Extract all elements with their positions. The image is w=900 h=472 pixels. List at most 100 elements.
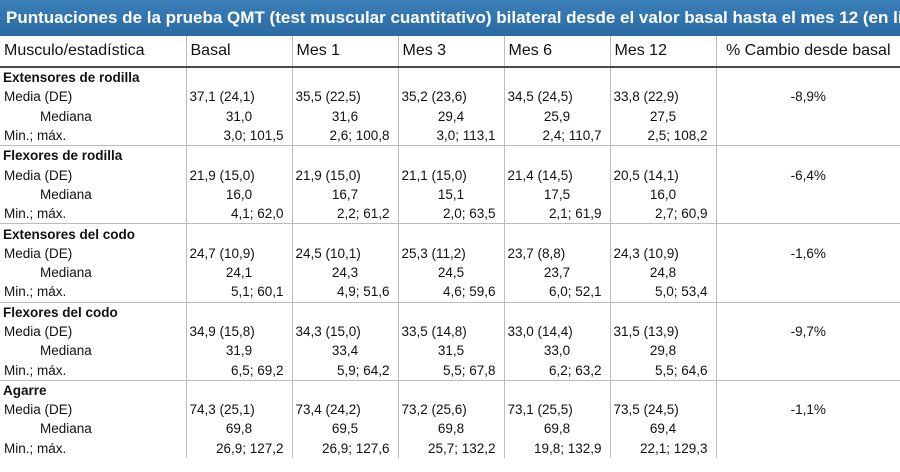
value-cell-basal: 31,0 [185,106,292,126]
percent-change-cell: -8,9% [715,87,900,107]
value-cell-month-1: 35,5 (22,5) [291,87,398,107]
min-max-row: Min.; máx. 4,1; 62,0 2,2; 61,2 2,0; 63,5 2,1… [0,204,900,224]
value-cell-month-1: 4,9; 51,6 [291,282,398,303]
empty-cell [503,223,610,244]
empty-cell [185,223,292,244]
value-cell-month-1: 2,6; 100,8 [291,125,398,146]
min-max-row: Min.; máx. 26,9; 127,2 26,9; 127,6 25,7; 13… [0,438,900,458]
value-cell-month-1: 34,3 (15,0) [291,321,398,342]
value-cell-month-3: 25,3 (11,2) [397,243,504,263]
group-name: Flexores del codo [0,301,186,322]
empty-cell [715,223,900,244]
value-cell-month-12: 20,5 (14,1) [609,165,716,185]
empty-cell [609,301,716,322]
value-cell-basal: 16,0 [185,184,292,205]
row-label: Mediana [40,343,92,359]
percent-change-cell: -1,1% [715,400,900,420]
empty-cell [609,223,716,244]
row-label: Media (DE) [4,89,73,105]
value-cell-month-3: 3,0; 113,1 [397,125,504,146]
value-cell-month-12: 73,5 (24,5) [609,400,716,420]
percent-change-cell [715,125,900,146]
group-header-row: Flexores del codo [0,301,900,322]
column-header-month-1: Mes 1 [291,36,398,68]
empty-cell [715,379,900,401]
value-cell-month-6: 69,8 [503,419,610,439]
group-name: Extensores de rodilla [0,66,186,88]
mean-sd-row: Media (DE) 34,9 (15,8) 34,3 (15,0) 33,5 (14… [0,321,900,342]
value-cell-month-6: 6,0; 52,1 [503,282,610,303]
percent-change-cell: -9,7% [715,321,900,342]
value-cell-month-6: 21,4 (14,5) [503,165,610,185]
value-cell-month-1: 31,6 [291,106,398,126]
row-label: Mediana [40,265,92,281]
empty-cell [291,301,398,322]
group-header-row: Flexores de rodilla [0,145,900,166]
value-cell-basal: 69,8 [185,419,292,439]
median-row: Mediana 16,0 16,7 15,1 17,5 16,0 [0,184,900,205]
row-label: Min.; máx. [4,284,67,300]
percent-change-cell: -1,6% [715,243,900,263]
value-cell-month-1: 21,9 (15,0) [291,165,398,185]
value-cell-month-12: 27,5 [609,106,716,126]
value-cell-month-12: 69,4 [609,419,716,439]
value-cell-month-12: 2,7; 60,9 [609,204,716,224]
empty-cell [397,301,504,322]
group-name: Flexores de rodilla [0,145,186,166]
mean-sd-row: Media (DE) 37,1 (24,1) 35,5 (22,5) 35,2 (23… [0,87,900,107]
group-name: Agarre [0,379,186,401]
value-cell-month-12: 16,0 [609,184,716,205]
value-cell-month-6: 73,1 (25,5) [503,400,610,420]
value-cell-month-1: 5,9; 64,2 [291,360,398,381]
mean-sd-row: Media (DE) 24,7 (10,9) 24,5 (10,1) 25,3 (11… [0,243,900,263]
empty-cell [397,145,504,166]
value-cell-month-3: 15,1 [397,184,504,205]
row-label: Mediana [40,421,92,437]
value-cell-month-12: 24,8 [609,262,716,283]
value-cell-basal: 4,1; 62,0 [185,204,292,224]
value-cell-month-1: 73,4 (24,2) [291,400,398,420]
min-max-row: Min.; máx. 6,5; 69,2 5,9; 64,2 5,5; 67,8 6,2… [0,360,900,381]
empty-cell [291,145,398,166]
value-cell-month-12: 5,0; 53,4 [609,282,716,303]
value-cell-month-1: 2,2; 61,2 [291,204,398,224]
empty-cell [503,379,610,401]
value-cell-basal: 6,5; 69,2 [185,360,292,381]
group-name: Extensores del codo [0,223,186,244]
value-cell-month-3: 24,5 [397,262,504,283]
value-cell-basal: 5,1; 60,1 [185,282,292,303]
empty-cell [185,66,292,88]
value-cell-basal: 24,1 [185,262,292,283]
median-row: Mediana 31,9 33,4 31,5 33,0 29,8 [0,341,900,361]
empty-cell [185,145,292,166]
value-cell-month-1: 26,9; 127,6 [291,438,398,458]
value-cell-month-3: 21,1 (15,0) [397,165,504,185]
table-title: Puntuaciones de la prueba QMT (test musc… [0,0,900,36]
qmt-scores-table: Musculo/estadística Basal Mes 1 Mes 3 Me… [0,36,900,458]
mean-sd-row: Media (DE) 21,9 (15,0) 21,9 (15,0) 21,1 (15… [0,165,900,185]
value-cell-month-12: 33,8 (22,9) [609,87,716,107]
percent-change-cell [715,106,900,126]
value-cell-basal: 26,9; 127,2 [185,438,292,458]
value-cell-basal: 21,9 (15,0) [185,165,292,185]
value-cell-month-1: 24,5 (10,1) [291,243,398,263]
value-cell-month-1: 33,4 [291,341,398,361]
header-row: Musculo/estadística Basal Mes 1 Mes 3 Me… [0,36,900,68]
empty-cell [397,66,504,88]
min-max-row: Min.; máx. 5,1; 60,1 4,9; 51,6 4,6; 59,6 6,0… [0,282,900,303]
column-header-basal: Basal [185,36,292,68]
percent-change-cell [715,419,900,439]
empty-cell [609,66,716,88]
value-cell-month-6: 33,0 (14,4) [503,321,610,342]
column-header-month-3: Mes 3 [397,36,504,68]
empty-cell [397,223,504,244]
value-cell-month-3: 31,5 [397,341,504,361]
value-cell-month-3: 4,6; 59,6 [397,282,504,303]
min-max-row: Min.; máx. 3,0; 101,5 2,6; 100,8 3,0; 113,1… [0,125,900,146]
empty-cell [715,66,900,88]
value-cell-month-3: 69,8 [397,419,504,439]
percent-change-cell [715,184,900,205]
value-cell-month-12: 2,5; 108,2 [609,125,716,146]
empty-cell [609,145,716,166]
